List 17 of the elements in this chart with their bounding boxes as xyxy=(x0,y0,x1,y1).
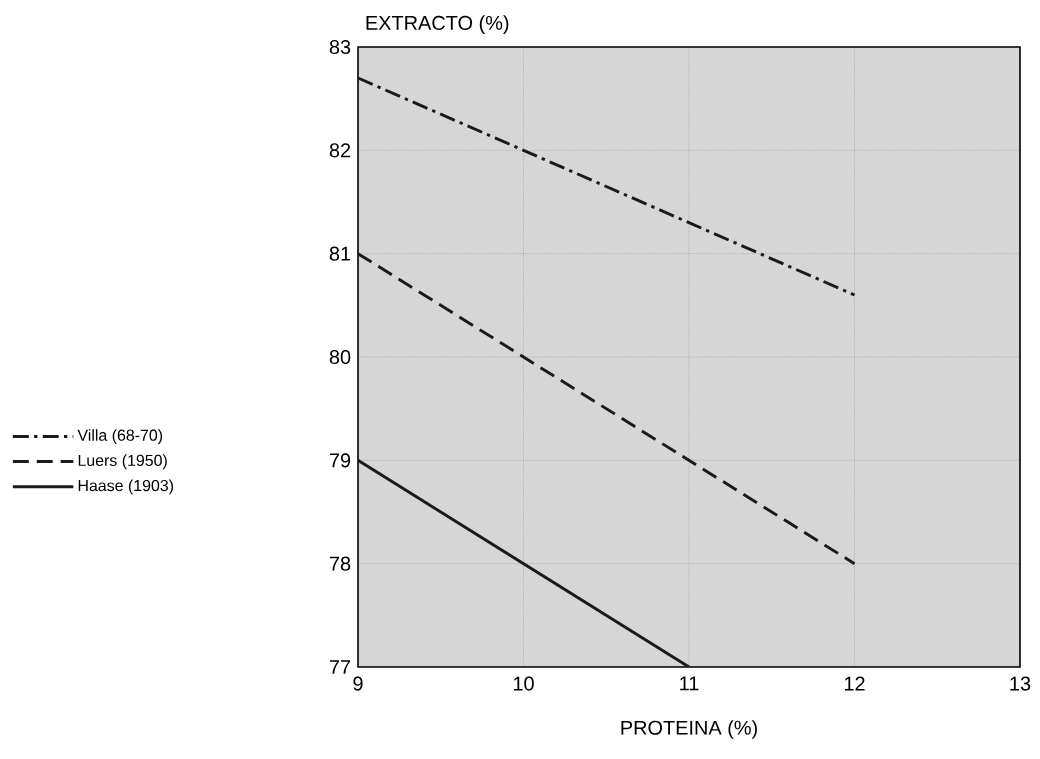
legend-label: Luers (1950) xyxy=(78,454,167,470)
y-tick-label: 83 xyxy=(329,39,351,55)
y-tick-label: 82 xyxy=(329,143,351,158)
y-tick-label: 78 xyxy=(329,556,351,571)
x-tick-label: 10 xyxy=(513,676,534,691)
y-tick-label: 81 xyxy=(329,246,351,261)
x-tick-label: 9 xyxy=(353,676,363,691)
x-tick-label: 13 xyxy=(1010,676,1031,691)
x-tick-label: 11 xyxy=(680,676,699,691)
x-tick-label: 12 xyxy=(844,676,865,691)
legend-label: Villa (68-70) xyxy=(77,429,163,444)
x-axis-title: PROTEINA (%) xyxy=(621,720,757,739)
y-tick-label: 77 xyxy=(329,660,351,674)
legend-label: Haase (1903) xyxy=(78,479,173,495)
y-axis-title: EXTRACTO (%) xyxy=(366,15,509,34)
y-tick-label: 80 xyxy=(329,349,351,365)
y-tick-label: 79 xyxy=(329,453,351,468)
